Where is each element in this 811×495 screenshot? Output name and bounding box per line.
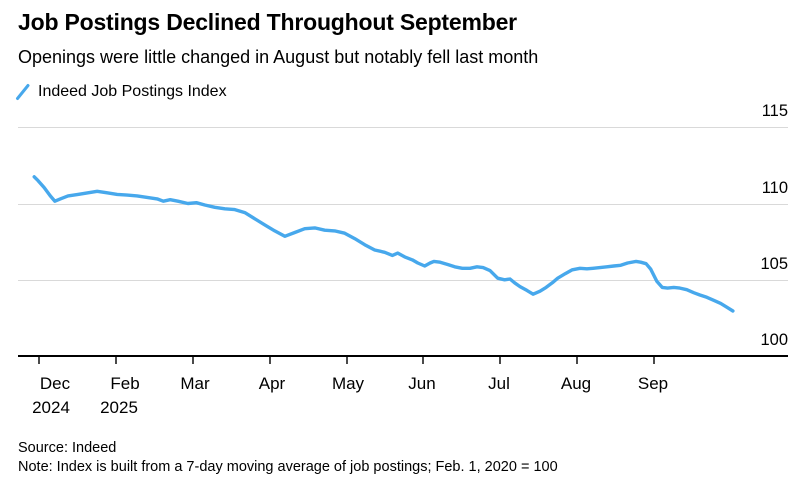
note-text: Note: Index is built from a 7-day moving… [18, 459, 558, 475]
x-tick-mar [192, 357, 194, 364]
chart-subtitle: Openings were little changed in August b… [18, 47, 539, 67]
x-axis-label-may: May [331, 374, 365, 393]
gridline-105 [18, 280, 788, 281]
chart-title: Job Postings Declined Throughout Septemb… [18, 9, 517, 35]
x-tick-may [346, 357, 348, 364]
x-axis-label-aug: Aug [560, 374, 592, 393]
x-axis-label-sep: Sep [637, 374, 669, 393]
x-tick-apr [269, 357, 271, 364]
y-axis-label-100: 100 [760, 331, 788, 349]
x-tick-aug [576, 357, 578, 364]
x-axis-label-mar: Mar [180, 374, 210, 393]
x-tick-jun [422, 357, 424, 364]
x-axis-year-2025: 2025 [100, 398, 138, 417]
x-axis-line [18, 355, 788, 357]
slash-icon [15, 83, 31, 101]
chart-line-indeed-job-postings-index [32, 175, 735, 313]
y-axis-label-105: 105 [760, 255, 788, 273]
x-axis-label-dec: Dec [39, 374, 71, 393]
source-text: Source: Indeed [18, 440, 117, 456]
x-axis-label-jun: Jun [408, 374, 436, 393]
x-tick-dec [38, 357, 40, 364]
x-axis-year-2024: 2024 [32, 398, 70, 417]
y-axis-label-110: 110 [761, 179, 788, 197]
x-axis-label-jul: Jul [488, 374, 510, 393]
x-tick-sep [653, 357, 655, 364]
legend: Indeed Job Postings Index [15, 83, 227, 101]
gridline-110 [18, 204, 788, 205]
gridline-115 [18, 127, 788, 128]
legend-label: Indeed Job Postings Index [38, 83, 227, 100]
y-axis-label-115: 115 [761, 102, 788, 120]
x-tick-jul [499, 357, 501, 364]
x-axis-label-feb: Feb [110, 374, 140, 393]
x-axis-label-apr: Apr [258, 374, 286, 393]
x-tick-feb [115, 357, 117, 364]
